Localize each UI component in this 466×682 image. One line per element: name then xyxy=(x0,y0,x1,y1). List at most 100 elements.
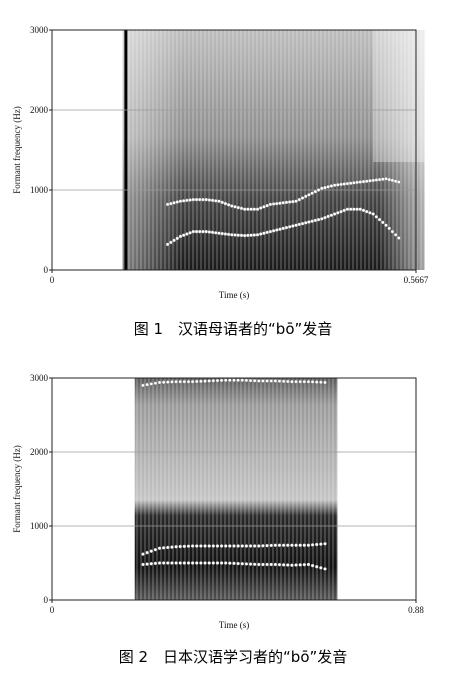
formant-track-3 xyxy=(141,561,327,571)
formant-point xyxy=(236,544,240,548)
formant-point xyxy=(169,240,173,245)
formant-point xyxy=(165,202,170,207)
formant-point xyxy=(364,179,369,183)
formant-track-1 xyxy=(165,177,401,211)
formant-point xyxy=(313,189,318,194)
formant-point xyxy=(236,561,240,566)
formant-point xyxy=(182,379,187,384)
formant-point xyxy=(306,379,311,384)
y-tick-label: 3000 xyxy=(30,25,49,35)
formant-point xyxy=(262,205,266,209)
formant-point xyxy=(195,379,199,384)
formant-point xyxy=(240,561,245,566)
formant-point xyxy=(230,233,234,237)
formant-point xyxy=(397,180,401,184)
formant-point xyxy=(329,184,334,188)
formant-point xyxy=(342,182,347,186)
formant-point xyxy=(178,561,182,565)
plot-frame xyxy=(51,377,417,601)
formant-point xyxy=(161,561,166,565)
formant-point xyxy=(393,179,398,183)
formant-point xyxy=(271,229,276,233)
formant-point xyxy=(261,562,265,567)
formant-point xyxy=(201,229,205,234)
formant-point xyxy=(259,232,263,236)
formant-point xyxy=(228,561,232,565)
formant-point xyxy=(174,561,178,565)
formant-point xyxy=(175,236,180,241)
formant-point xyxy=(290,379,294,384)
formant-point xyxy=(157,546,162,550)
y-axis-label: Formant frequency (Hz) xyxy=(12,445,22,532)
formant-point xyxy=(210,230,215,235)
formant-point xyxy=(393,233,398,237)
formant-point xyxy=(157,380,162,385)
formant-point xyxy=(207,544,211,548)
formant-point xyxy=(352,181,356,185)
formant-point xyxy=(236,378,240,382)
formant-point xyxy=(211,544,216,548)
formant-point xyxy=(178,544,182,549)
formant-point xyxy=(381,177,385,181)
formant-point xyxy=(153,561,158,566)
formant-point xyxy=(336,183,340,187)
formant-point xyxy=(307,220,311,224)
formant-point xyxy=(174,544,178,549)
formant-point xyxy=(219,561,224,565)
formant-point xyxy=(278,201,282,205)
formant-point xyxy=(203,561,207,565)
y-tick-label: 1000 xyxy=(30,521,49,531)
formant-point xyxy=(207,379,211,383)
formant-point xyxy=(174,379,178,384)
y-tick-label: 2000 xyxy=(30,105,49,115)
formant-point xyxy=(248,544,253,548)
formant-point xyxy=(323,542,327,546)
formant-point xyxy=(240,544,245,548)
formant-point xyxy=(185,232,189,236)
formant-point xyxy=(397,236,401,240)
formant-point xyxy=(175,200,180,204)
formant-point xyxy=(339,209,343,214)
formant-point xyxy=(269,379,273,383)
formant-point xyxy=(191,197,196,202)
formant-point xyxy=(210,198,215,203)
formant-point xyxy=(228,378,232,382)
formant-point xyxy=(215,544,220,548)
formant-point xyxy=(377,177,382,182)
formant-point xyxy=(186,544,191,548)
formant-point xyxy=(273,562,278,567)
formant-point xyxy=(316,188,321,192)
formant-track-2 xyxy=(165,207,401,247)
formant-point xyxy=(252,233,257,237)
formant-point xyxy=(268,202,273,207)
formant-point xyxy=(172,201,176,205)
formant-point xyxy=(306,562,311,567)
formant-point xyxy=(204,197,208,202)
y-tick-label: 0 xyxy=(44,265,49,275)
formant-point xyxy=(387,226,391,231)
formant-point xyxy=(157,561,162,565)
formant-point xyxy=(230,204,234,208)
formant-point xyxy=(298,563,302,567)
formant-point xyxy=(252,544,257,548)
formant-point xyxy=(298,543,302,547)
formant-point xyxy=(201,197,205,202)
x-tick-label: 0.88 xyxy=(408,605,424,615)
formant-point xyxy=(352,207,356,211)
formant-point xyxy=(284,225,289,230)
formant-point xyxy=(287,225,292,229)
formant-point xyxy=(223,201,228,206)
formant-point xyxy=(240,378,245,382)
formant-point xyxy=(166,380,170,384)
formant-point xyxy=(255,233,260,237)
formant-point xyxy=(313,218,318,223)
formant-point xyxy=(314,564,319,569)
formant-point xyxy=(265,203,269,208)
formant-point xyxy=(181,199,186,203)
formant-point xyxy=(185,198,189,203)
formant-point xyxy=(228,544,232,548)
formant-point xyxy=(188,198,192,202)
formant-point xyxy=(244,562,249,566)
formant-point xyxy=(329,213,334,217)
